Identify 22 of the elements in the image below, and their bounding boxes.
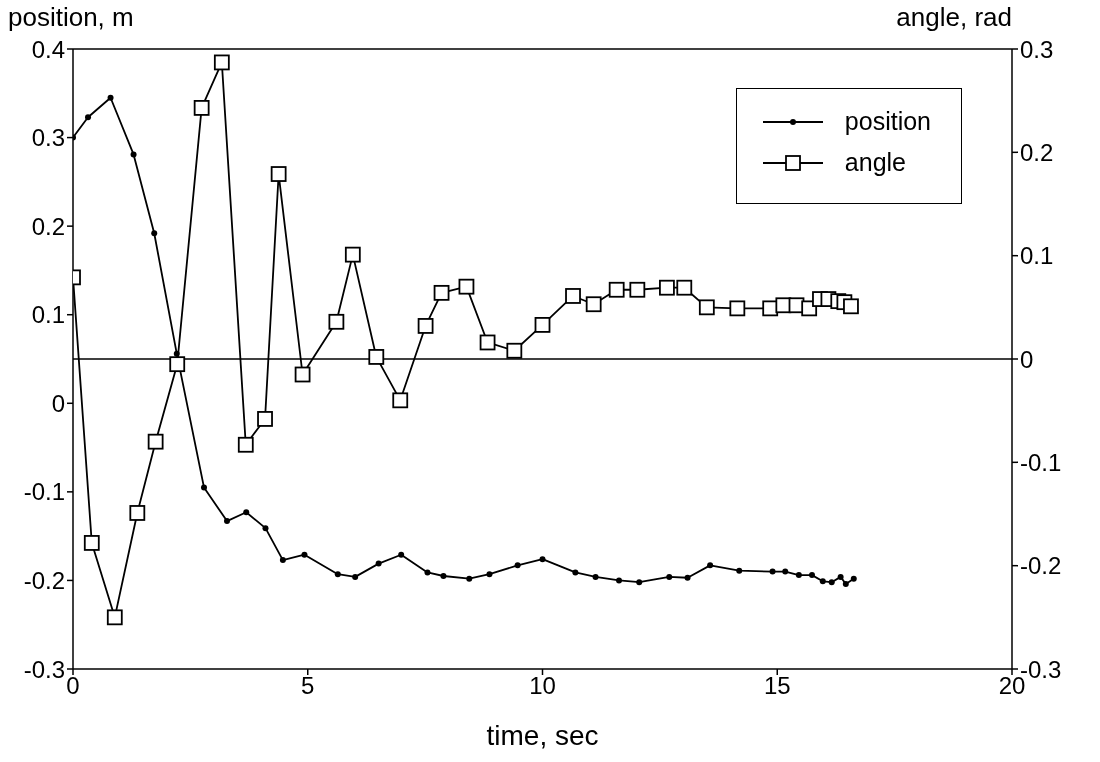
y2-tick-label: 0 [1020, 345, 1034, 373]
y2-tick-label: -0.2 [1020, 552, 1062, 580]
y-tick-label: 0.1 [31, 301, 65, 329]
x-tick-label: 5 [301, 672, 315, 700]
x-axis-title: time, sec [486, 720, 599, 751]
legend-label: position [844, 107, 931, 136]
y2-axis-title: angle, rad [896, 2, 1012, 33]
y-axis-title: position, m [8, 2, 134, 33]
y-tick-label: 0.4 [31, 35, 65, 63]
x-tick-label: 10 [529, 672, 556, 700]
x-tick-label: 15 [763, 672, 791, 700]
y2-tick-label: 0.1 [1020, 242, 1054, 270]
y-tick-label: 0.3 [31, 124, 65, 152]
legend-label: angle [844, 148, 906, 177]
y-tick-label: -0.3 [23, 655, 65, 683]
y2-tick-label: 0.3 [1020, 35, 1054, 63]
y-tick-label: 0.2 [31, 212, 65, 240]
y2-tick-label: 0.2 [1020, 138, 1054, 166]
y2-tick-label: -0.1 [1020, 448, 1062, 476]
y-tick-label: 0 [51, 389, 65, 417]
y-tick-label: -0.1 [23, 478, 65, 506]
y-tick-label: -0.2 [23, 566, 65, 594]
